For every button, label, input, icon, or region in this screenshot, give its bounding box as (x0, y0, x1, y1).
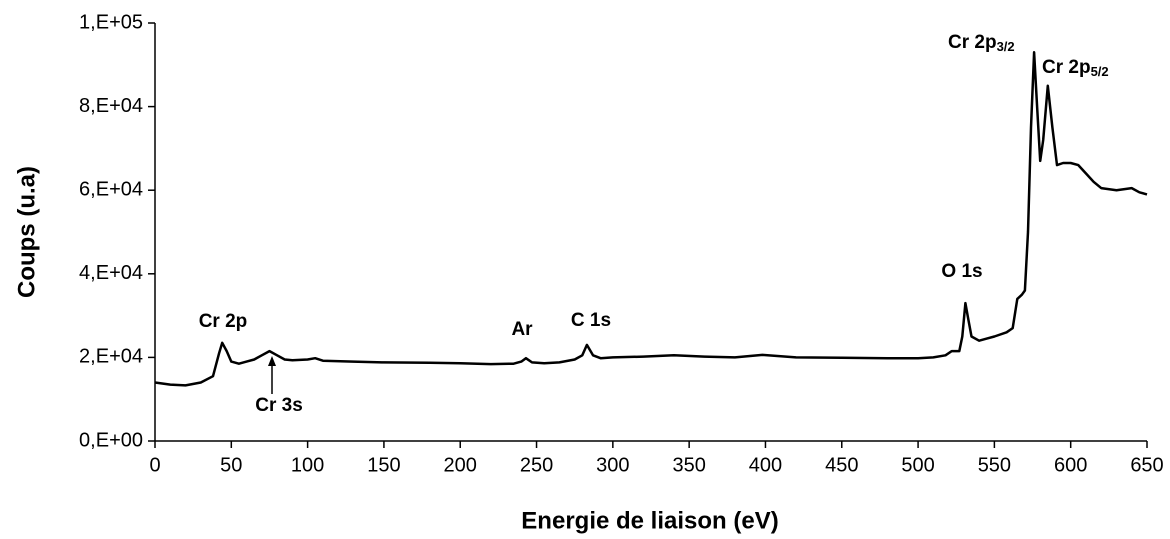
annotation-text: Cr 2p (199, 311, 248, 332)
x-tick-label: 300 (596, 454, 629, 476)
y-tick-label: 6,E+04 (79, 178, 143, 200)
annotation: Cr 2p5/2 (1042, 57, 1109, 79)
y-axis-title: Coups (u.a) (13, 166, 40, 298)
annotation: Cr 3s (255, 395, 303, 416)
x-tick-label: 350 (672, 454, 705, 476)
annotation-text: C 1s (571, 310, 611, 331)
annotation: Ar (511, 319, 533, 340)
x-tick-label: 200 (444, 454, 477, 476)
x-tick-label: 450 (825, 454, 858, 476)
annotation-subscript: 5/2 (1091, 64, 1109, 79)
y-tick-label: 1,E+05 (79, 11, 143, 33)
x-tick-label: 500 (901, 454, 934, 476)
annotation-subscript: 3/2 (997, 39, 1015, 54)
annotation: Cr 2p3/2 (948, 32, 1015, 54)
x-tick-label: 400 (749, 454, 782, 476)
spectrum-line (154, 51, 1148, 387)
y-tick-label: 0,E+00 (79, 429, 143, 451)
x-tick-label: 100 (291, 454, 324, 476)
x-tick-label: 600 (1054, 454, 1087, 476)
y-tick-label: 2,E+04 (79, 346, 143, 368)
x-axis-title: Energie de liaison (eV) (521, 507, 778, 534)
annotation: Cr 2p (199, 311, 248, 332)
x-tick-label: 150 (367, 454, 400, 476)
annotation-text: Cr 2p (1042, 57, 1091, 78)
x-tick-label: 250 (520, 454, 553, 476)
annotation-text: Cr 3s (255, 395, 303, 416)
annotation: O 1s (941, 261, 982, 282)
annotation-text: O 1s (941, 261, 982, 282)
annotation-text: Ar (511, 319, 533, 340)
y-tick-label: 4,E+04 (79, 262, 143, 284)
annotation-arrowhead (268, 356, 276, 366)
x-tick-label: 650 (1130, 454, 1163, 476)
y-tick-label: 8,E+04 (79, 95, 143, 117)
x-tick-label: 550 (978, 454, 1011, 476)
x-tick-label: 50 (220, 454, 242, 476)
annotation: C 1s (571, 310, 611, 331)
x-tick-label: 0 (149, 454, 160, 476)
annotation-text: Cr 2p (948, 32, 997, 53)
